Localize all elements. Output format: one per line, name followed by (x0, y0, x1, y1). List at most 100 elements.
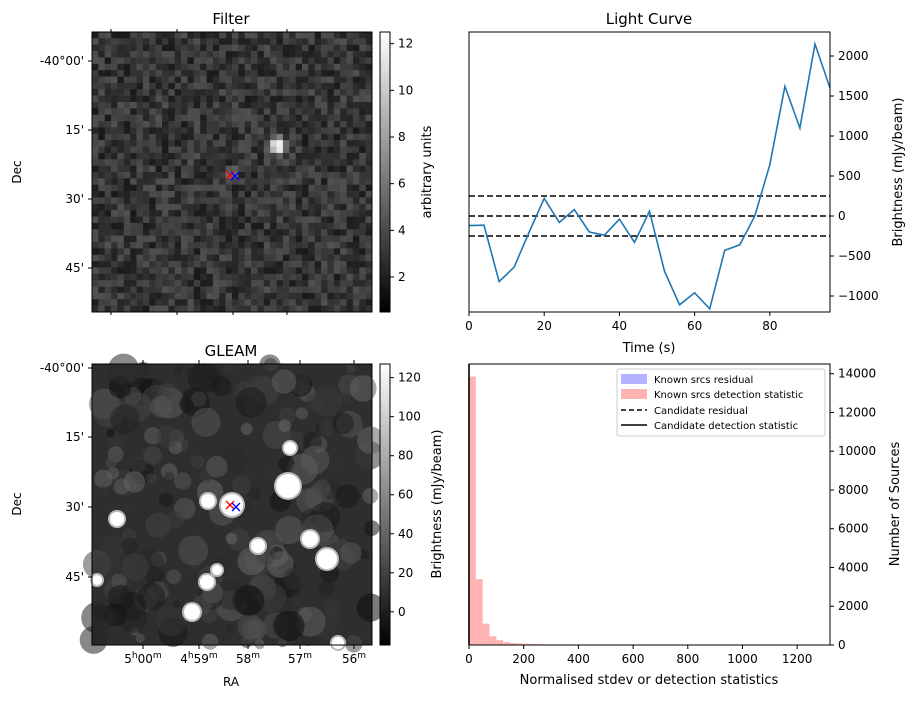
gleam-colorbar-tick-label: 80 (398, 449, 413, 463)
gleam-dec-tick-label: 15' (65, 430, 84, 444)
light-curve-xtick-label: 20 (537, 319, 552, 333)
histogram-xtick-label: 1000 (727, 652, 758, 666)
light-curve-frame (469, 32, 830, 312)
gleam-panel: GLEAM -40°00' 15' 30' 45' 5h00m 4h59m 58m 57m 5… (10, 342, 445, 689)
gleam-source (276, 474, 300, 498)
light-curve-title: Light Curve (606, 10, 692, 28)
light-curve-ytick-label: −500 (838, 249, 871, 263)
histogram-xtick-label: 1200 (782, 652, 813, 666)
gleam-source (212, 565, 222, 575)
filter-colorbar: 2 4 6 8 10 12 (380, 32, 413, 312)
histogram-xlabel: Normalised stdev or detection statistics (520, 673, 779, 688)
filter-colorbar-gradient (380, 32, 390, 312)
gleam-source (221, 494, 243, 516)
filter-colorbar-tick-label: 12 (398, 37, 413, 51)
gleam-title: GLEAM (205, 342, 258, 360)
light-curve-xtick-label: 60 (687, 319, 702, 333)
histogram-bar (490, 636, 497, 645)
gleam-source (302, 531, 318, 547)
light-curve-ytick-label: 500 (838, 169, 861, 183)
gleam-colorbar-tick-label: 40 (398, 527, 413, 541)
gleam-source (92, 575, 102, 585)
gleam-colorbar-tick-label: 60 (398, 488, 413, 502)
filter-colorbar-tick-label: 4 (398, 223, 406, 237)
filter-dec-tick-label: -40°00' (40, 54, 84, 68)
gleam-source (251, 539, 265, 553)
histogram-ytick-label: 2000 (838, 599, 869, 613)
light-curve-ylabel: Brightness (mJy/beam) (891, 98, 906, 247)
gleam-dec-tick-label: 45' (65, 570, 84, 584)
gleam-colorbar-tick-label: 100 (398, 410, 421, 424)
gleam-colorbar-label: Brightness (mJy/beam) (430, 430, 445, 579)
gleam-colorbar-gradient (380, 364, 390, 645)
filter-colorbar-label: arbitrary units (420, 125, 435, 218)
histogram-ytick-label: 10000 (838, 444, 876, 458)
legend-swatch-known-residual (621, 374, 647, 384)
gleam-colorbar-tick-label: 0 (398, 605, 406, 619)
gleam-dec-tick-label: 30' (65, 500, 84, 514)
histogram-ytick-label: 0 (838, 638, 846, 652)
filter-colorbar-tick-label: 10 (398, 83, 413, 97)
filter-dec-tick-label: 45' (65, 261, 84, 275)
histogram-xtick-label: 400 (567, 652, 590, 666)
light-curve-plot: 0 20 40 60 80 −1000 −500 0 500 1000 1500 2000 (465, 44, 878, 333)
filter-panel: Filter -40°00' 15' 30' 45' Dec 2 4 6 8 10 12 arb… (10, 10, 435, 315)
histogram-ytick-label: 8000 (838, 483, 869, 497)
legend-label-candidate-detection: Candidate detection statistic (654, 421, 798, 432)
gleam-colorbar-tick-label: 120 (398, 371, 421, 385)
light-curve-xtick-label: 0 (465, 319, 473, 333)
light-curve-ytick-label: 1000 (838, 129, 869, 143)
histogram-ytick-label: 14000 (838, 367, 876, 381)
histogram-ytick-label: 4000 (838, 560, 869, 574)
filter-colorbar-tick-label: 6 (398, 177, 406, 191)
gleam-colorbar: 0 20 40 60 80 100 120 (380, 364, 421, 645)
gleam-source (200, 575, 214, 589)
filter-dec-tick-label: 30' (65, 192, 84, 206)
gleam-ra-tick-label: 58m (236, 651, 260, 666)
gleam-dec-tick-label: -40°00' (40, 361, 84, 375)
light-curve-ytick-label: 0 (838, 209, 846, 223)
light-curve-ytick-label: 2000 (838, 49, 869, 63)
histogram-legend: Known srcs residual Known srcs detection… (617, 369, 825, 436)
filter-ylabel: Dec (10, 160, 24, 183)
histogram-ytick-label: 6000 (838, 522, 869, 536)
filter-colorbar-tick-label: 2 (398, 270, 406, 284)
histogram-xtick-label: 800 (676, 652, 699, 666)
light-curve-xlabel: Time (s) (622, 341, 676, 356)
gleam-ra-tick-label: 4h59m (180, 651, 217, 666)
histogram-xtick-label: 600 (622, 652, 645, 666)
light-curve-ytick-label: −1000 (838, 289, 879, 303)
histogram-xtick-label: 200 (512, 652, 535, 666)
gleam-ylabel: Dec (10, 492, 24, 515)
gleam-source (317, 549, 337, 569)
histogram-bar (496, 640, 503, 645)
filter-colorbar-tick-label: 8 (398, 130, 406, 144)
gleam-source (332, 637, 344, 649)
histogram-ytick-label: 12000 (838, 405, 876, 419)
filter-dec-tick-label: 15' (65, 123, 84, 137)
gleam-ra-tick-label: 5h00m (124, 651, 161, 666)
filter-title: Filter (212, 10, 250, 28)
light-curve-xtick-label: 80 (762, 319, 777, 333)
histogram-bar (469, 377, 476, 645)
gleam-xlabel: RA (223, 675, 240, 689)
light-curve-line (469, 44, 830, 309)
legend-label-known-residual: Known srcs residual (654, 375, 753, 386)
gleam-source (110, 512, 124, 526)
gleam-dec-axis: -40°00' 15' 30' 45' (40, 361, 92, 584)
gleam-colorbar-tick-label: 20 (398, 566, 413, 580)
legend-label-known-detection: Known srcs detection statistic (654, 390, 803, 401)
gleam-ra-tick-label: 56m (342, 651, 366, 666)
light-curve-ytick-label: 1500 (838, 89, 869, 103)
histogram-bar (476, 579, 483, 645)
light-curve-panel: Light Curve 0 20 40 60 80 −1000 −500 0 500 1000 15… (465, 10, 906, 356)
legend-label-candidate-residual: Candidate residual (654, 406, 748, 417)
gleam-ra-tick-label: 57m (288, 651, 312, 666)
light-curve-xtick-label: 40 (612, 319, 627, 333)
gleam-source (201, 494, 215, 508)
histogram-xtick-label: 0 (465, 652, 473, 666)
gleam-source (184, 604, 200, 620)
histogram-ylabel: Number of Sources (888, 442, 903, 567)
